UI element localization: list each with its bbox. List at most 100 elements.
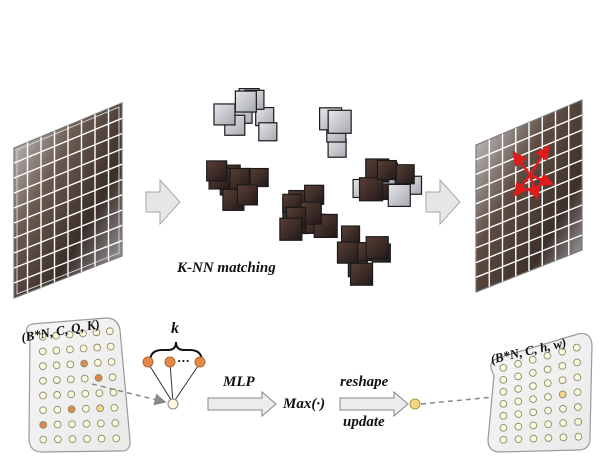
feature-node: [109, 388, 118, 397]
image-patch: [304, 184, 325, 205]
feature-node: [65, 330, 74, 339]
feature-node: [67, 405, 76, 414]
dashed-scatter-arrow: [420, 387, 548, 405]
feature-node: [53, 405, 62, 414]
center-node: [167, 398, 179, 410]
feature-node: [95, 389, 104, 397]
image-patch: [394, 164, 415, 185]
k-label: k: [171, 320, 179, 337]
feature-node: [573, 403, 582, 411]
image-patch: [234, 90, 257, 113]
feature-node: [559, 404, 567, 413]
feature-node: [39, 406, 47, 415]
feature-node: [543, 379, 552, 387]
neighbor-link-arrows: [512, 144, 555, 201]
feature-node: [573, 358, 581, 367]
feature-node: [558, 390, 567, 399]
k-neighbor-fan: [142, 341, 206, 410]
image-patch: [327, 109, 352, 134]
feature-node: [94, 374, 103, 382]
feature-node: [80, 374, 89, 383]
feature-node: [67, 390, 76, 399]
feature-node: [544, 434, 553, 442]
feature-node: [82, 419, 91, 428]
feature-node: [544, 406, 552, 415]
feature-node: [110, 403, 119, 412]
feature-node: [81, 389, 90, 398]
feature-node: [514, 410, 523, 418]
feature-node: [514, 435, 523, 444]
feature-node: [39, 362, 47, 370]
feature-node: [573, 373, 582, 382]
image-patch: [258, 122, 278, 142]
feature-node: [544, 420, 553, 429]
feature-node: [559, 433, 568, 442]
feature-node: [574, 418, 582, 426]
feature-node: [39, 391, 47, 400]
feature-node: [514, 359, 522, 368]
feature-node: [499, 411, 508, 420]
image-patch: [236, 184, 259, 206]
feature-node: [38, 332, 47, 341]
feature-node: [112, 434, 121, 443]
feature-node: [499, 423, 508, 432]
feature-node: [68, 435, 77, 443]
feature-node: [574, 432, 583, 441]
neighbor-node: [142, 356, 154, 368]
feature-node: [572, 343, 581, 352]
aggregated-node: [409, 398, 421, 410]
feature-node: [514, 397, 523, 406]
feature-node: [93, 343, 101, 352]
image-patch: [336, 241, 360, 264]
feature-node: [54, 435, 62, 444]
feature-node: [38, 347, 47, 356]
feature-node: [80, 359, 88, 368]
reshape-update-arrow: [339, 390, 409, 418]
feature-node: [558, 376, 567, 385]
feature-node: [83, 435, 91, 443]
knn-matching-label: K-NN matching: [177, 260, 276, 276]
feature-node: [544, 392, 552, 401]
input-image-panel: [13, 102, 123, 299]
feature-node: [105, 327, 114, 336]
feature-node: [39, 421, 48, 429]
feature-node: [528, 369, 537, 377]
feature-node: [97, 434, 106, 443]
image-patch: [279, 217, 303, 241]
max-label: Max(·): [283, 396, 326, 412]
feature-node: [92, 328, 101, 337]
feature-node: [66, 360, 75, 369]
forward-arrow-left: [145, 178, 181, 226]
feature-node: [558, 362, 567, 370]
image-patch: [376, 159, 397, 181]
feature-node: [39, 435, 48, 444]
feature-node: [96, 404, 104, 413]
feature-node: [108, 373, 117, 382]
feature-node: [111, 419, 120, 427]
feature-node: [66, 345, 74, 354]
output-feature-panel: [487, 332, 593, 453]
update-label: update: [343, 414, 385, 430]
feature-node: [53, 376, 61, 384]
image-patch: [340, 225, 361, 245]
output-image-panel: [475, 99, 583, 293]
feature-node: [499, 363, 508, 372]
feature-node: [573, 388, 582, 397]
feature-node: [499, 435, 508, 444]
feature-node: [39, 376, 47, 385]
feature-node: [94, 358, 102, 367]
feature-node: [82, 404, 90, 413]
image-patch: [213, 103, 236, 126]
feature-node: [53, 420, 62, 429]
image-patch: [206, 160, 228, 182]
feature-node: [79, 329, 87, 338]
image-patch: [387, 183, 411, 208]
feature-node: [79, 344, 88, 353]
feature-node: [514, 422, 523, 431]
ellipsis-label: ...: [178, 350, 191, 365]
mlp-arrow: [207, 390, 277, 418]
feature-node: [529, 382, 537, 390]
feature-node: [499, 375, 508, 384]
feature-node: [52, 331, 60, 340]
